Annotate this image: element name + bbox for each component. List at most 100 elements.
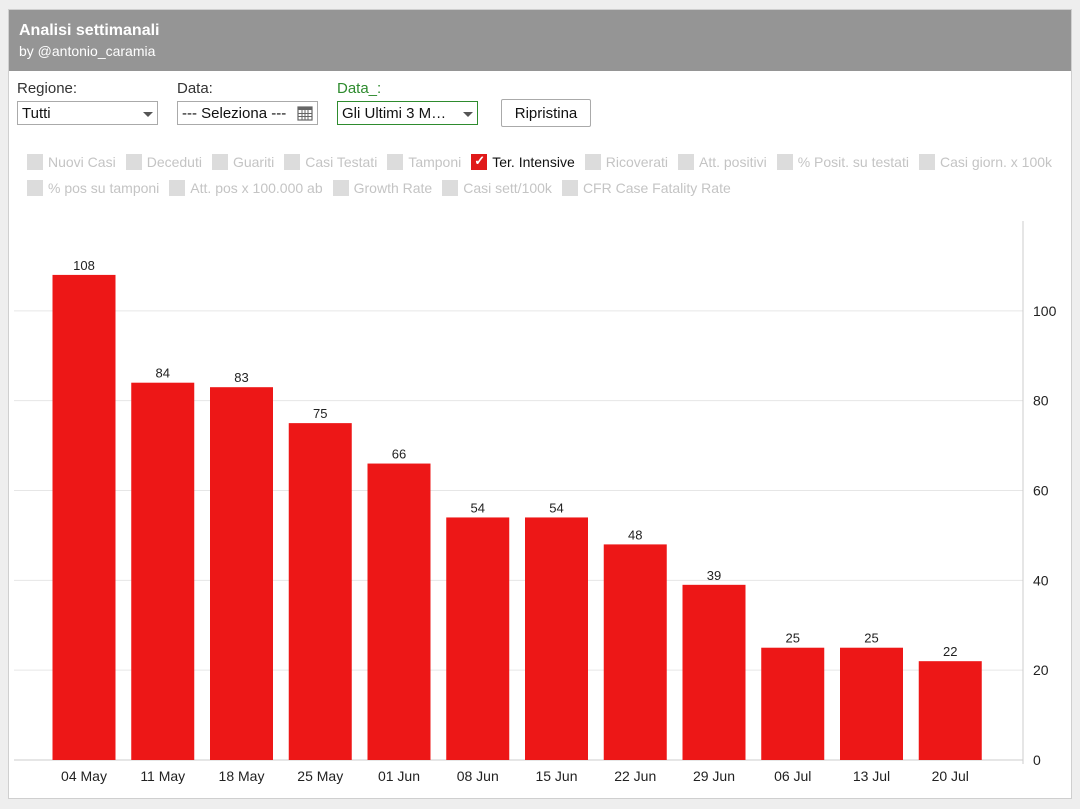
metric-checkbox-item[interactable]: Casi sett/100k <box>442 180 552 196</box>
metric-checkbox-item[interactable]: Att. positivi <box>677 154 767 170</box>
checkbox-icon[interactable] <box>27 154 43 170</box>
calendar-icon[interactable] <box>297 105 313 121</box>
metric-checkbox-label: Tamponi <box>408 154 462 170</box>
metric-checkbox-label: Ricoverati <box>605 154 668 170</box>
reset-button[interactable]: Ripristina <box>501 99 591 127</box>
page-title: Analisi settimanali <box>19 22 160 39</box>
x-tick-label: 11 May <box>140 768 185 784</box>
metric-checkbox-item[interactable]: Deceduti <box>125 154 202 170</box>
checkbox-icon[interactable] <box>677 154 694 170</box>
checkbox-icon[interactable] <box>584 154 601 170</box>
bar <box>840 647 903 760</box>
bar-value-label: 54 <box>549 500 563 515</box>
metric-checkbox-item[interactable]: Tamponi <box>387 154 461 170</box>
regione-label: Regione: <box>17 80 78 97</box>
regione-select-value: Tutti <box>22 105 51 122</box>
checkbox-icon[interactable] <box>442 180 459 196</box>
data2-select[interactable]: Gli Ultimi 3 M… <box>337 101 478 125</box>
data-date-picker[interactable]: --- Seleziona --- <box>177 101 318 125</box>
data-label: Data: <box>177 80 213 97</box>
bar <box>446 517 510 760</box>
metric-checkbox-label: Casi giorn. x 100k <box>939 154 1053 170</box>
bar-value-label: 83 <box>234 370 248 385</box>
x-tick-label: 13 Jul <box>853 768 890 784</box>
y-tick-label: 80 <box>1033 393 1049 409</box>
checkbox-icon[interactable] <box>169 180 186 196</box>
data2-select-value: Gli Ultimi 3 M… <box>342 105 447 122</box>
y-tick-label: 60 <box>1033 483 1049 499</box>
metric-checkbox-item[interactable]: Casi Testati <box>284 154 377 170</box>
metric-checkbox-item[interactable]: Nuovi Casi <box>27 154 116 170</box>
checkbox-icon[interactable] <box>27 180 43 196</box>
regione-select[interactable]: Tutti <box>17 101 158 125</box>
metric-checkbox-item[interactable]: % Posit. su testati <box>776 154 909 170</box>
checkbox-icon[interactable] <box>776 154 793 170</box>
y-tick-label: 20 <box>1033 662 1049 678</box>
bar <box>682 584 746 760</box>
checkbox-icon[interactable] <box>125 154 142 170</box>
checkbox-icon[interactable] <box>561 180 578 196</box>
data2-label: Data_: <box>337 80 382 97</box>
metric-checkbox-label: % pos su tamponi <box>48 180 160 196</box>
metric-checkbox-item[interactable]: Growth Rate <box>332 180 433 196</box>
bar <box>525 517 588 760</box>
metric-checkbox-label: Growth Rate <box>353 180 433 196</box>
x-tick-label: 08 Jun <box>457 768 499 784</box>
checkbox-icon[interactable] <box>387 154 404 170</box>
metric-checkbox-item[interactable]: CFR Case Fatality Rate <box>561 180 731 196</box>
bar <box>52 274 116 760</box>
checkbox-icon[interactable] <box>284 154 301 170</box>
title-bar: Analisi settimanali by @antonio_caramia <box>9 10 1071 71</box>
x-tick-label: 01 Jun <box>378 768 420 784</box>
bar <box>603 544 667 760</box>
bar-value-label: 25 <box>864 631 878 646</box>
metric-checkbox-label: Casi sett/100k <box>463 180 552 196</box>
metric-checkbox-label: Deceduti <box>146 154 202 170</box>
y-tick-label: 100 <box>1033 303 1057 319</box>
y-tick-label: 0 <box>1033 752 1041 768</box>
bar-value-label: 39 <box>707 568 721 583</box>
metric-checkbox-label: CFR Case Fatality Rate <box>582 180 731 196</box>
metric-checkbox-item[interactable]: Att. pos x 100.000 ab <box>169 180 323 196</box>
x-tick-label: 20 Jul <box>932 768 969 784</box>
metric-checkbox-label: Nuovi Casi <box>48 154 116 170</box>
checkbox-checked-icon[interactable] <box>471 153 488 170</box>
bar-value-label: 84 <box>156 366 170 381</box>
x-tick-label: 15 Jun <box>535 768 577 784</box>
bar <box>367 463 431 760</box>
chevron-down-icon <box>143 112 153 117</box>
bar <box>918 661 982 760</box>
bar <box>288 423 352 760</box>
chevron-down-icon <box>463 112 473 117</box>
page-subtitle: by @antonio_caramia <box>19 43 156 59</box>
metric-checkbox-item[interactable]: Ter. Intensive <box>471 153 575 170</box>
metric-checkbox-item[interactable]: Guariti <box>211 154 275 170</box>
bar-value-label: 66 <box>392 447 406 462</box>
x-tick-label: 06 Jul <box>774 768 811 784</box>
data-picker-value: --- Seleziona --- <box>182 105 287 122</box>
bar-value-label: 48 <box>628 527 642 542</box>
metric-checkbox-label: Casi Testati <box>305 154 378 170</box>
x-tick-label: 29 Jun <box>693 768 735 784</box>
metric-checkbox-item[interactable]: Ricoverati <box>584 154 668 170</box>
checkbox-icon[interactable] <box>332 180 349 196</box>
bar <box>210 387 273 760</box>
bar <box>761 647 825 760</box>
bar-value-label: 25 <box>786 631 800 646</box>
bar-value-label: 54 <box>471 500 485 515</box>
y-tick-label: 40 <box>1033 572 1049 588</box>
x-tick-label: 22 Jun <box>614 768 656 784</box>
x-tick-label: 25 May <box>297 768 343 784</box>
metric-checkbox-row-1: Nuovi Casi Deceduti Guariti Casi Testati Tam… <box>27 153 1062 174</box>
bar-value-label: 108 <box>73 258 95 273</box>
metric-checkbox-item[interactable]: Casi giorn. x 100k <box>918 154 1053 170</box>
metric-checkbox-label: % Posit. su testati <box>797 154 909 170</box>
metric-checkbox-item[interactable]: % pos su tamponi <box>27 180 159 196</box>
checkbox-icon[interactable] <box>918 154 935 170</box>
metric-checkbox-label: Guariti <box>232 154 275 170</box>
dashboard-panel: Analisi settimanali by @antonio_caramia … <box>8 9 1072 799</box>
checkbox-icon[interactable] <box>211 154 228 170</box>
metric-checkbox-row-2: % pos su tamponi Att. pos x 100.000 ab Gro… <box>27 180 741 200</box>
x-tick-label: 04 May <box>61 768 107 784</box>
metric-checkbox-label: Att. pos x 100.000 ab <box>190 180 323 196</box>
